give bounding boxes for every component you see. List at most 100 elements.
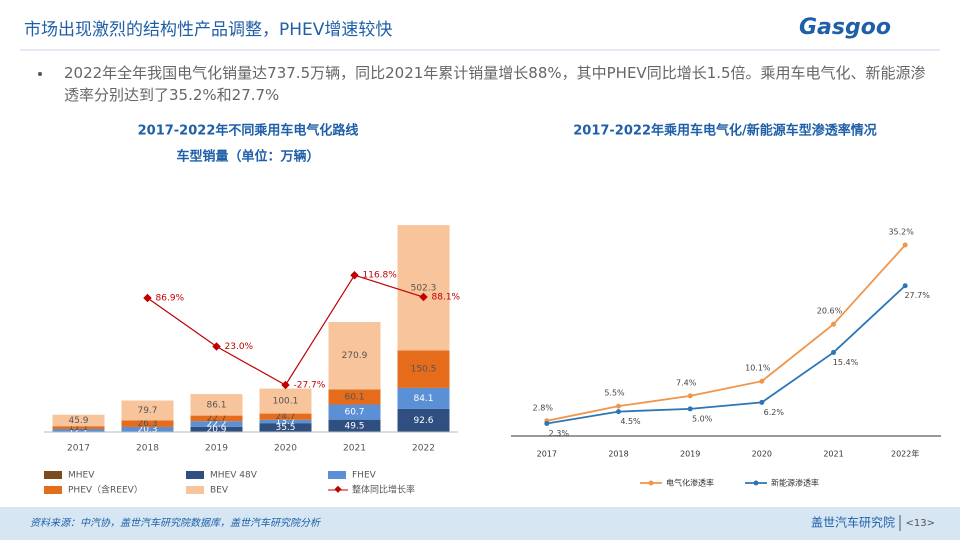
logo: Gasgoo (799, 15, 891, 40)
data-label: 49.5 (344, 421, 364, 431)
line-marker (419, 292, 428, 302)
bar-segment (328, 419, 381, 432)
legend-swatch (44, 471, 62, 479)
line-marker (831, 349, 836, 355)
chart-title: 车型销量（单位：万辆） (176, 149, 319, 165)
data-label: 24.7 (275, 412, 295, 422)
line-marker (902, 283, 908, 289)
bar-segment (121, 420, 174, 427)
bar-segment (397, 408, 450, 432)
legend-marker (334, 485, 342, 493)
legend-label: PHEV（含REEV） (68, 484, 143, 496)
bar-segment (328, 321, 381, 390)
data-label: 23.0% (225, 342, 254, 352)
data-label: 35.2% (888, 228, 914, 237)
data-label: 86.9% (156, 293, 185, 303)
x-tick-label: 2020 (752, 450, 772, 459)
x-tick-label: 2018 (608, 450, 628, 459)
data-label: 270.9 (342, 351, 368, 361)
bar-segment (259, 413, 312, 420)
data-label: 4.5% (620, 417, 641, 426)
bar-segment (52, 428, 105, 432)
line-marker (902, 242, 908, 248)
data-label: 20.6% (817, 307, 843, 316)
line-marker (831, 321, 836, 327)
x-tick-label: 2019 (680, 450, 700, 459)
bullet-text: 2022年全年我国电气化销量达737.5万辆，同比2021年累计销量增长88%，… (64, 64, 926, 104)
legend-label: BEV (210, 486, 229, 496)
x-tick-label: 2022年 (891, 449, 919, 459)
line-marker (616, 409, 621, 415)
series-line (546, 285, 906, 425)
data-label: 60.7 (344, 408, 364, 418)
bar-segment (259, 423, 312, 432)
x-tick-label: 2017 (537, 450, 557, 459)
data-label: 26.3 (137, 419, 157, 429)
data-label: 88.1% (432, 293, 461, 303)
chart-title: 2017-2022年不同乘用车电气化路线 (138, 123, 359, 139)
line-marker (544, 421, 550, 427)
legend-marker (753, 480, 759, 486)
data-label: 2.8% (533, 403, 554, 412)
data-label: 11.1 (68, 423, 88, 433)
bar-segment (190, 394, 243, 416)
data-label: 116.8% (363, 271, 398, 281)
bar-segment (397, 225, 450, 351)
line-marker (212, 342, 221, 351)
bullet-box: 2022年全年我国电气化销量达737.5万辆，同比2021年累计销量增长88%，… (64, 64, 926, 104)
bar-segment (397, 387, 450, 409)
data-label: 60.1 (344, 393, 364, 403)
data-label: 6.2% (764, 408, 785, 417)
series-line (546, 244, 906, 422)
chart-title: 2017-2022年乘用车电气化/新能源车型渗透率情况 (573, 123, 877, 139)
legend-label: FHEV (352, 471, 377, 481)
x-tick-label: 2017 (67, 444, 90, 454)
bar-segment (190, 415, 243, 422)
x-tick-label: 2022 (412, 444, 435, 454)
data-label: 27.7% (904, 291, 930, 300)
line-marker (759, 399, 765, 405)
data-label: 84.1 (413, 394, 433, 404)
legend-swatch (186, 486, 204, 494)
slide-title: 市场出现激烈的结构性产品调整，PHEV增速较快 (24, 20, 392, 40)
bar-segment (52, 414, 105, 427)
data-label: 2.3% (549, 429, 570, 438)
bar-segment (259, 419, 312, 424)
legend-label: MHEV (68, 471, 95, 481)
data-label: 20.9 (206, 425, 226, 435)
legend-swatch (44, 486, 62, 494)
line-marker (143, 293, 152, 303)
line-marker (759, 378, 765, 384)
x-tick-label: 2019 (205, 444, 228, 454)
data-label: 20.3 (137, 425, 157, 435)
legend-swatch (186, 471, 204, 479)
legend-label: 新能源渗透率 (771, 478, 819, 488)
page-number: <13> (906, 518, 935, 529)
source: 资料来源：中汽协，盖世汽车研究院数据库，盖世汽车研究院分析 (30, 517, 321, 529)
bar-segment (397, 350, 450, 388)
legend-label: MHEV 48V (210, 471, 258, 481)
bar-segment (52, 426, 105, 429)
bar-segment (328, 404, 381, 420)
data-label: 22.7 (206, 414, 226, 424)
data-label: 22.2 (206, 420, 226, 430)
data-label: 92.6 (413, 416, 433, 426)
footer-bar (0, 507, 960, 540)
data-label: -27.7% (294, 381, 326, 391)
brand: 盖世汽车研究院 (811, 515, 895, 530)
bar-segment (259, 388, 312, 414)
data-label: 502.3 (411, 283, 437, 293)
data-label: 35.5 (275, 423, 295, 433)
legend-marker (648, 480, 654, 486)
x-tick-label: 2020 (274, 444, 297, 454)
x-tick-label: 2018 (136, 444, 159, 454)
data-label: 150.5 (411, 365, 437, 375)
line-marker (687, 393, 693, 399)
data-label: 100.1 (273, 397, 299, 407)
x-tick-label: 2021 (343, 444, 366, 454)
data-label: 7.4% (676, 378, 697, 387)
legend-swatch (328, 471, 346, 479)
bar-segment (121, 400, 174, 421)
